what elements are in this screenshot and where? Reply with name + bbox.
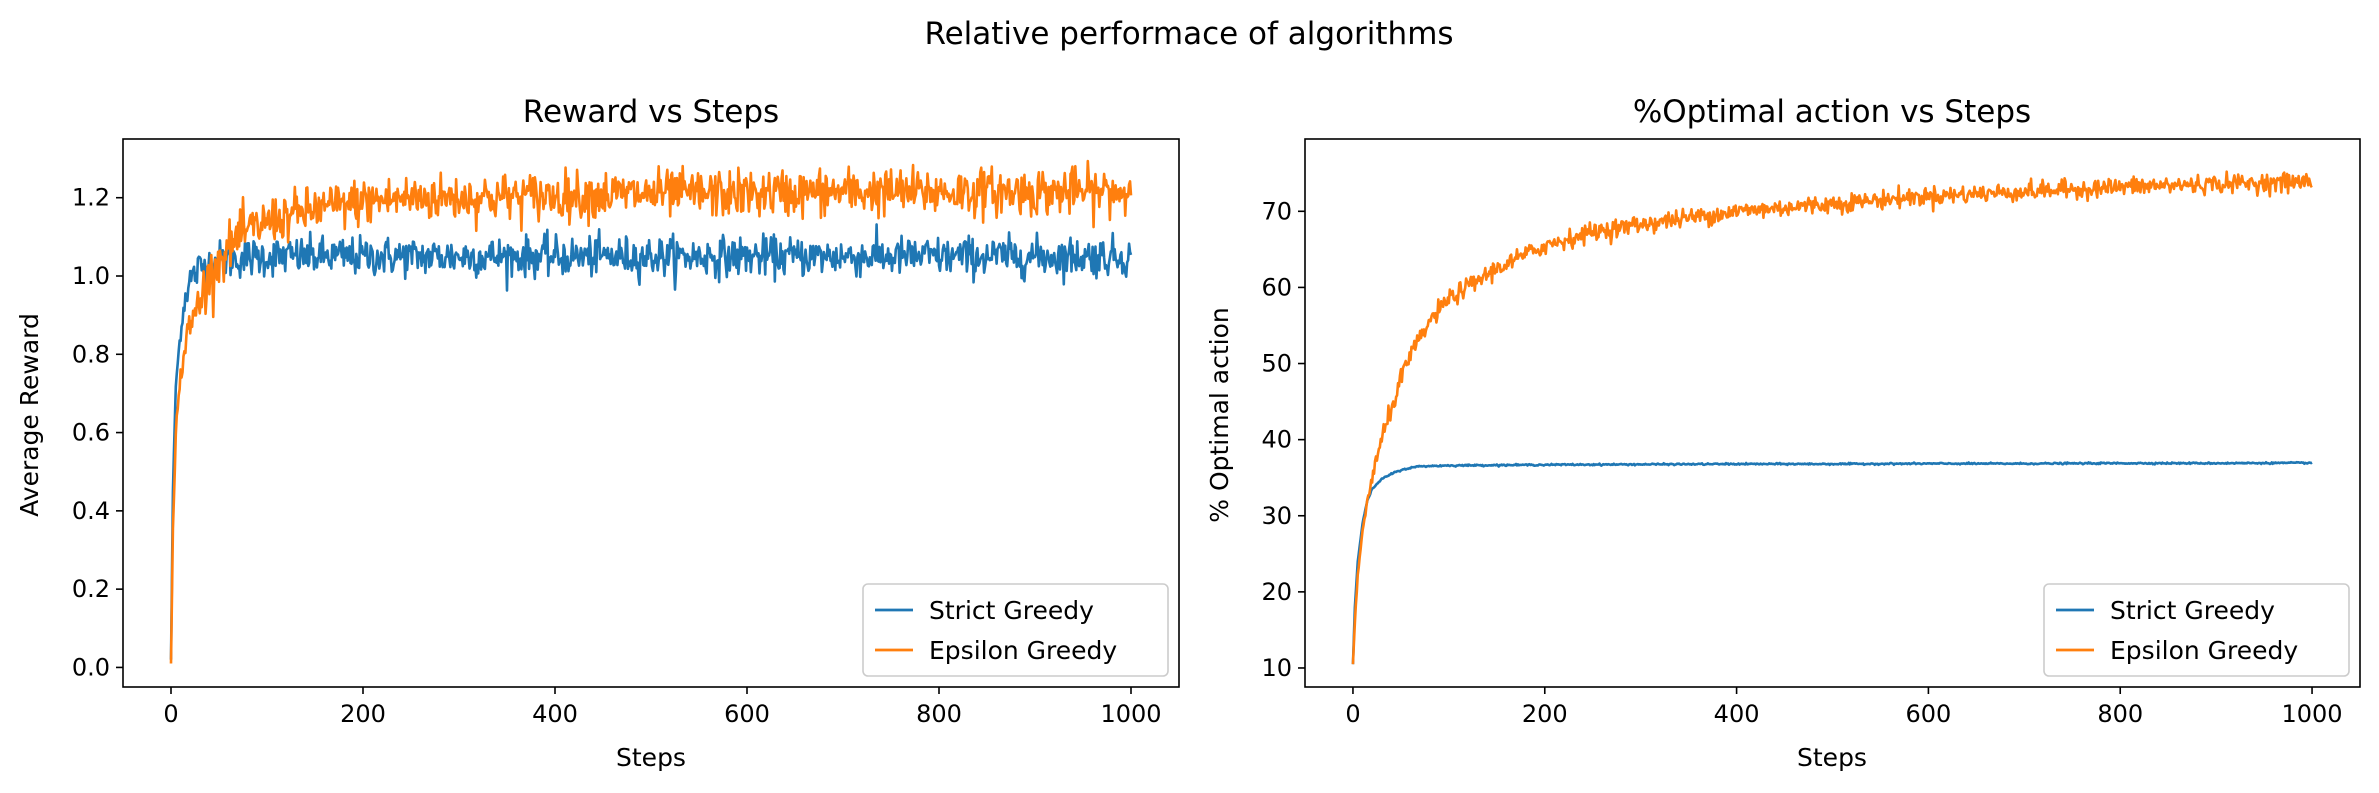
optimal-y-tick-label: 50 <box>1261 350 1292 378</box>
reward-series-group <box>169 159 1133 664</box>
optimal-x-axis-label: Steps <box>1797 743 1867 772</box>
optimal-y-tick-label: 30 <box>1261 502 1292 530</box>
optimal-panel-title: %Optimal action vs Steps <box>1633 94 2031 130</box>
optimal-x-tick-label: 200 <box>1522 700 1568 728</box>
reward-legend-box <box>862 583 1169 677</box>
reward-y-tick-label: 1.0 <box>72 262 110 290</box>
reward-y-tick-label: 0.8 <box>72 340 110 368</box>
reward-legend: Strict Greedy Epsilon Greedy <box>862 583 1169 677</box>
optimal-y-tick-label: 10 <box>1261 654 1292 682</box>
reward-series-line-epsilon-greedy <box>169 159 1133 664</box>
reward-panel-title: Reward vs Steps <box>523 94 779 130</box>
optimal-series-line-strict-greedy <box>1351 460 2313 665</box>
optimal-series-group <box>1351 170 2313 665</box>
reward-y-tick-label: 1.2 <box>72 184 110 212</box>
optimal-x-tick-label: 400 <box>1714 700 1760 728</box>
reward-x-tick-label: 0 <box>163 700 178 728</box>
optimal-legend: Strict Greedy Epsilon Greedy <box>2043 583 2350 677</box>
reward-x-tick-label: 400 <box>532 700 578 728</box>
reward-x-tick-label: 800 <box>916 700 962 728</box>
reward-y-tick-label: 0.6 <box>72 419 110 447</box>
reward-series-line-strict-greedy <box>169 223 1133 660</box>
optimal-y-tick-label: 20 <box>1261 578 1292 606</box>
optimal-y-tick-label: 40 <box>1261 426 1292 454</box>
optimal-legend-label: Epsilon Greedy <box>2110 636 2298 665</box>
optimal-y-axis-label: % Optimal action <box>1205 307 1234 523</box>
optimal-action-vs-steps-panel: %Optimal action vs Steps Steps % Optimal… <box>1205 94 2361 772</box>
reward-vs-steps-panel: Reward vs Steps Steps Average Reward 0 20… <box>15 94 1180 772</box>
optimal-y-tick-label: 60 <box>1261 273 1292 301</box>
reward-y-tick-label: 0.4 <box>72 497 110 525</box>
reward-y-tick-label: 0.2 <box>72 575 110 603</box>
optimal-legend-label: Strict Greedy <box>2110 596 2275 625</box>
optimal-x-tick-label: 600 <box>1906 700 1952 728</box>
optimal-x-tick-label: 1000 <box>2282 700 2343 728</box>
reward-y-axis-label: Average Reward <box>15 313 44 517</box>
reward-x-axis-label: Steps <box>616 743 686 772</box>
optimal-x-tick-label: 800 <box>2097 700 2143 728</box>
reward-x-tick-label: 600 <box>724 700 770 728</box>
optimal-legend-box <box>2043 583 2350 677</box>
reward-y-tick-label: 0.0 <box>72 653 110 681</box>
reward-legend-label: Strict Greedy <box>929 596 1094 625</box>
reward-x-tick-label: 1000 <box>1100 700 1161 728</box>
reward-legend-label: Epsilon Greedy <box>929 636 1117 665</box>
reward-axes-frame <box>122 138 1180 688</box>
figure-suptitle: Relative performace of algorithms <box>924 16 1453 52</box>
optimal-y-tick-label: 70 <box>1261 197 1292 225</box>
optimal-x-tick-label: 0 <box>1345 700 1360 728</box>
reward-x-tick-label: 200 <box>340 700 386 728</box>
optimal-series-line-epsilon-greedy <box>1351 170 2313 665</box>
optimal-axes-frame <box>1304 138 2361 688</box>
